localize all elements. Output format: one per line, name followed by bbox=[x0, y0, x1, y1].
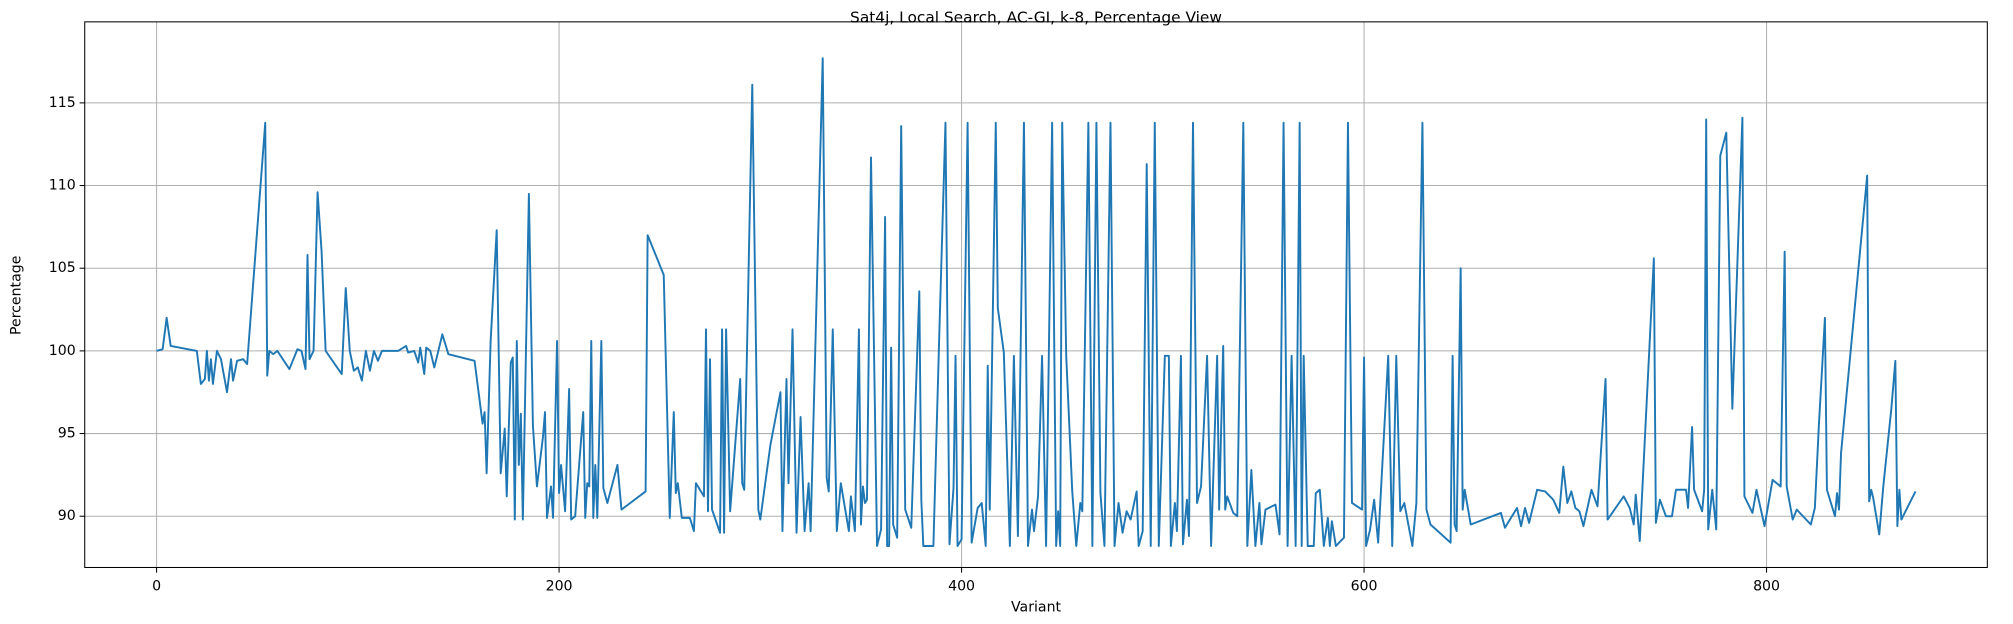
x-tick-label: 800 bbox=[1753, 579, 1780, 595]
plot-frame bbox=[84, 21, 1988, 568]
y-tick-label: 90 bbox=[58, 508, 76, 524]
data-line bbox=[156, 57, 1917, 547]
y-axis-label: Percentage bbox=[9, 256, 25, 335]
y-tick-label: 110 bbox=[49, 178, 76, 194]
y-tick-label: 95 bbox=[58, 426, 76, 442]
x-tick-label: 200 bbox=[546, 579, 573, 595]
y-tick-label: 100 bbox=[49, 343, 76, 359]
x-axis-label: Variant bbox=[1011, 599, 1062, 615]
x-tick-label: 400 bbox=[948, 579, 975, 595]
y-tick-label: 115 bbox=[49, 95, 76, 111]
y-tick-label: 105 bbox=[49, 260, 76, 276]
x-tick-label: 0 bbox=[152, 579, 161, 595]
x-tick-label: 600 bbox=[1351, 579, 1378, 595]
chart-title: Sat4j, Local Search, AC-GI, k-8, Percent… bbox=[850, 9, 1222, 27]
